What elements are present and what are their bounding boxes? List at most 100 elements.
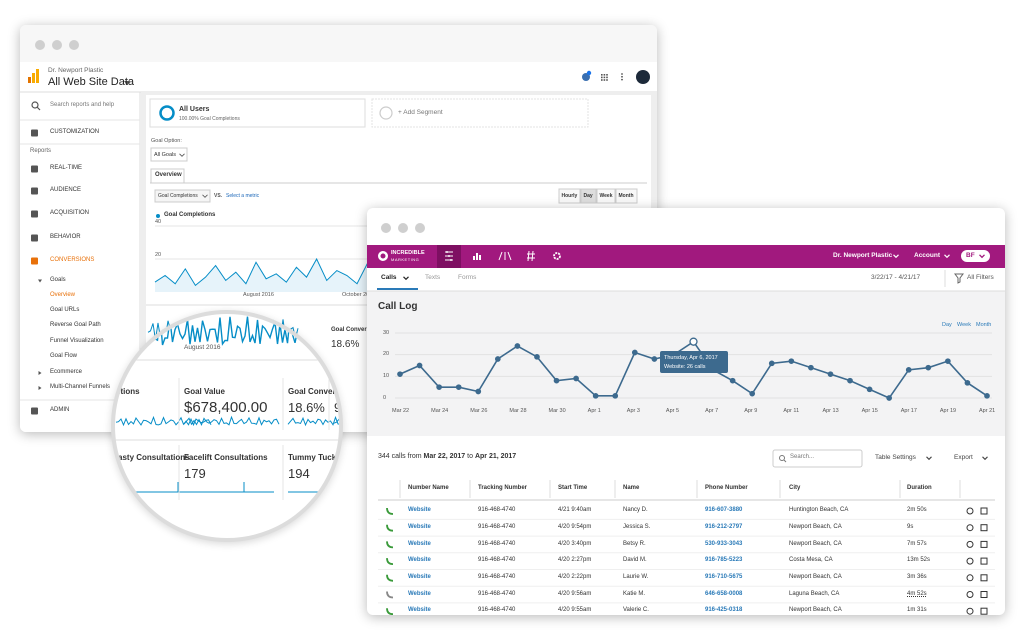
table-cell: Valerie C. (623, 607, 649, 614)
period-link[interactable]: Day (942, 321, 952, 328)
summary-part: to (467, 453, 473, 460)
tab[interactable]: Forms (458, 273, 477, 281)
export-button[interactable]: Export (954, 453, 973, 461)
table-cell[interactable]: Website (408, 507, 431, 514)
x-tick-label: Mar 22 (392, 407, 410, 414)
nav-item[interactable]: Funnel Visualization (50, 338, 104, 345)
tooltip-title: Thursday, Apr 6, 2017 (664, 354, 718, 361)
table-cell: 9s (907, 523, 914, 530)
period-label[interactable]: Month (618, 192, 634, 199)
account-name[interactable]: Dr. Newport Plastic (833, 251, 893, 259)
nav-heading: Reports (30, 148, 52, 155)
nav-item[interactable]: Ecommerce (50, 369, 83, 376)
metric-label: Goal Conversi (331, 327, 372, 334)
table-cell[interactable]: 916-607-3880 (705, 507, 743, 514)
column-header[interactable]: Duration (907, 485, 932, 492)
nav-item[interactable]: ACQUISITION (50, 210, 90, 217)
metric-label: Facelift Consultations (184, 453, 268, 463)
column-header[interactable]: Name (623, 485, 640, 492)
table-cell[interactable]: Website (408, 523, 431, 530)
column-header[interactable]: Number Name (408, 485, 449, 492)
nav-item[interactable]: AUDIENCE (50, 187, 82, 194)
nav-item[interactable]: ADMIN (50, 407, 70, 414)
point (514, 343, 521, 349)
account-menu[interactable]: Account (914, 251, 940, 259)
table-cell[interactable]: 916-785-5223 (705, 557, 743, 564)
nav-item[interactable]: Overview (50, 292, 76, 299)
call-icon (386, 574, 394, 582)
edit-icon (980, 540, 988, 548)
nav-item[interactable]: CONVERSIONS (50, 257, 95, 264)
period-label[interactable]: Day (583, 192, 593, 199)
table-cell[interactable]: Website (408, 590, 431, 597)
table-cell[interactable]: Website (408, 574, 431, 581)
nav-item[interactable]: Goal URLs (50, 307, 80, 314)
apps-icon (603, 74, 606, 76)
period-link[interactable]: Month (976, 321, 992, 328)
x-tick-label: Apr 1 (587, 407, 601, 414)
column-header[interactable]: Phone Number (705, 485, 748, 492)
table-cell[interactable]: 916-425-0318 (705, 607, 743, 614)
filters-button[interactable]: All Filters (967, 273, 994, 281)
nav-item[interactable]: BEHAVIOR (50, 234, 81, 241)
table-cell: Newport Beach, CA (789, 540, 842, 547)
point (592, 392, 599, 399)
segment-box (149, 98, 366, 128)
period-button (580, 188, 597, 204)
search-icon (36, 106, 41, 111)
user-initials[interactable]: BF (966, 251, 975, 259)
chevron (979, 254, 985, 259)
search-input[interactable]: Search reports and help (50, 102, 115, 109)
details-icon (966, 507, 974, 515)
edit-icon (980, 607, 988, 615)
period-label[interactable]: Week (599, 192, 613, 199)
date-range[interactable]: 3/22/17 - 4/21/17 (871, 273, 921, 281)
metric-label: etions (116, 387, 140, 397)
metric-select-value[interactable]: Goal Completions (158, 192, 198, 199)
nav-item[interactable]: Multi-Channel Funnels (50, 384, 111, 391)
period-label[interactable]: Hourly (561, 192, 578, 199)
nav-item[interactable]: Goals (50, 277, 66, 284)
search-input[interactable]: Search... (790, 454, 815, 461)
point (553, 377, 560, 384)
select-metric[interactable]: Select a metric (226, 192, 260, 199)
goal-select-value[interactable]: All Goals (154, 151, 177, 158)
nav-item[interactable]: Goal Flow (50, 353, 78, 360)
apps-icon (601, 74, 603, 76)
search-icon (779, 455, 785, 461)
table-cell: Laguna Beach, CA (789, 590, 840, 597)
table-cell[interactable]: Website (408, 607, 431, 614)
table-cell[interactable]: 646-658-0008 (705, 590, 743, 597)
period-link[interactable]: Week (957, 321, 971, 328)
column-header[interactable]: Tracking Number (478, 485, 528, 492)
property-name[interactable]: All Web Site Data (48, 76, 135, 89)
tab[interactable]: Calls (381, 273, 397, 281)
nav-item[interactable]: CUSTOMIZATION (50, 129, 100, 136)
apps-icon (603, 79, 606, 81)
table-cell: 916-468-4740 (478, 590, 516, 597)
table-cell: Newport Beach, CA (789, 523, 842, 530)
tab-label[interactable]: Overview (155, 172, 182, 179)
table-cell[interactable]: Website (408, 557, 431, 564)
column-header[interactable]: Start Time (558, 485, 588, 492)
table-settings[interactable]: Table Settings (875, 453, 916, 461)
nav-item[interactable]: REAL-TIME (50, 165, 83, 172)
x-tick-label: Apr 15 (861, 407, 878, 414)
point (925, 364, 932, 371)
table-cell: Costa Mesa, CA (789, 557, 833, 564)
chevron (179, 153, 185, 157)
tab[interactable]: Texts (425, 273, 441, 281)
table-cell[interactable]: 530-933-3043 (705, 540, 743, 547)
add-segment[interactable]: + Add Segment (398, 108, 443, 116)
table-cell[interactable]: Website (408, 540, 431, 547)
account-name: Dr. Newport Plastic (48, 66, 104, 74)
x-tick-label: Apr 17 (900, 407, 917, 414)
nav-item[interactable]: Reverse Goal Path (50, 322, 101, 329)
icon (479, 255, 481, 260)
column-header[interactable]: City (789, 485, 801, 492)
table-cell[interactable]: 916-710-5675 (705, 574, 743, 581)
window-dot (415, 223, 425, 233)
notify-icon (582, 73, 590, 81)
table-cell[interactable]: 916-212-2797 (705, 523, 743, 530)
